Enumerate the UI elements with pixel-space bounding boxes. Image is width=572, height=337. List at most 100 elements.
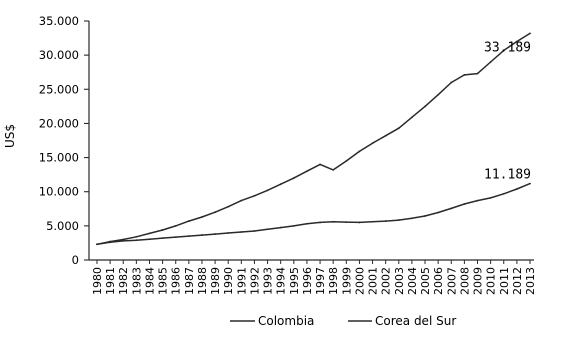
y-tick-label: 30.000: [39, 48, 79, 62]
data-point-colombia: [306, 222, 308, 225]
x-ticks: 1980 1981 1982 1983 1984 1985 1986 1987 1988 1989…: [91, 260, 537, 295]
data-point-colombia: [279, 226, 282, 229]
data-point-colombia: [476, 199, 479, 202]
data-point-colombia: [384, 220, 387, 222]
data-point-colombia: [424, 215, 426, 217]
x-tick-label: 2008: [458, 267, 471, 295]
data-point-corea-del-sur: [109, 240, 112, 243]
x-tick-label: 2006: [432, 267, 445, 295]
data-point-corea-del-sur: [502, 49, 505, 52]
data-point-colombia: [411, 217, 413, 220]
data-point-colombia: [148, 238, 151, 241]
data-point-corea-del-sur: [319, 163, 321, 166]
data-point-corea-del-sur: [371, 142, 374, 145]
x-tick-label: 1983: [130, 267, 143, 295]
y-axis-title: US$: [3, 124, 17, 148]
end-label-corea-del-sur: 33.189: [484, 40, 531, 55]
series-line-colombia: [96, 182, 531, 246]
data-point-corea-del-sur: [384, 134, 387, 137]
x-tick-label: 1993: [262, 267, 275, 295]
y-tick-label: 5.000: [46, 219, 79, 233]
y-tick-label: 10.000: [39, 185, 79, 199]
data-point-corea-del-sur: [450, 81, 453, 84]
data-point-colombia: [135, 239, 138, 242]
data-point-corea-del-sur: [437, 93, 440, 96]
data-point-colombia: [515, 188, 518, 190]
data-point-corea-del-sur: [292, 177, 295, 179]
x-tick-label: 1995: [288, 267, 301, 295]
data-point-colombia: [161, 237, 164, 240]
x-tick-label: 2005: [419, 267, 432, 295]
x-tick-label: 1987: [183, 267, 196, 295]
data-point-colombia: [174, 236, 177, 239]
data-point-corea-del-sur: [279, 183, 282, 186]
data-point-colombia: [187, 235, 190, 238]
x-tick-label: 1998: [327, 267, 340, 295]
y-tick-label: 25.000: [39, 82, 79, 96]
data-point-colombia: [240, 231, 243, 233]
data-point-corea-del-sur: [201, 216, 203, 218]
y-tick-label: 20.000: [39, 116, 79, 130]
data-point-colombia: [371, 220, 374, 223]
data-point-corea-del-sur: [358, 150, 361, 153]
data-point-corea-del-sur: [515, 40, 518, 43]
x-tick-label: 1997: [314, 267, 327, 295]
x-tick-label: 1980: [91, 267, 104, 295]
legend-label-colombia: Colombia: [258, 314, 314, 328]
y-axis: 0 5.000 10.000 15.000 20.000 25.000 30.000 35.0…: [39, 14, 90, 267]
data-point-colombia: [253, 230, 256, 232]
x-tick-label: 2002: [380, 267, 393, 295]
x-tick-label: 1981: [104, 267, 117, 295]
x-axis: 1980 1981 1982 1983 1984 1985 1986 1987 1988 1989…: [89, 259, 537, 295]
data-point-corea-del-sur: [306, 170, 308, 173]
x-tick-label: 1992: [248, 267, 261, 295]
data-point-colombia: [266, 228, 269, 231]
data-point-colombia: [437, 211, 440, 214]
data-point-colombia: [489, 196, 492, 199]
data-point-colombia: [345, 221, 348, 224]
data-point-corea-del-sur: [122, 238, 125, 241]
data-point-colombia: [397, 219, 400, 221]
data-point-colombia: [463, 203, 466, 205]
x-tick-label: 1999: [340, 267, 353, 295]
end-label-colombia: 11.189: [484, 168, 531, 183]
data-point-corea-del-sur: [227, 205, 230, 208]
data-point-colombia: [529, 182, 531, 185]
x-tick-label: 1985: [157, 267, 170, 295]
data-point-colombia: [122, 239, 125, 242]
data-point-corea-del-sur: [476, 72, 479, 75]
x-tick-label: 2003: [393, 267, 406, 295]
x-tick-label: 2012: [511, 267, 524, 295]
x-tick-label: 2001: [367, 267, 380, 295]
data-point-corea-del-sur: [345, 160, 348, 162]
data-point-corea-del-sur: [96, 243, 98, 246]
data-point-corea-del-sur: [174, 224, 177, 227]
x-tick-label: 1982: [117, 267, 130, 295]
data-point-colombia: [201, 234, 203, 236]
data-point-corea-del-sur: [397, 127, 400, 130]
data-point-corea-del-sur: [161, 229, 164, 231]
x-tick-label: 1988: [196, 267, 209, 295]
legend: Colombia Corea del Sur: [230, 314, 456, 328]
x-tick-label: 2013: [524, 267, 537, 295]
x-tick-label: 1986: [170, 267, 183, 295]
data-point-corea-del-sur: [489, 61, 492, 63]
x-tick-label: 2011: [498, 267, 511, 295]
data-point-colombia: [214, 233, 216, 235]
x-tick-label: 2009: [472, 267, 485, 295]
data-point-corea-del-sur: [463, 74, 466, 76]
data-point-colombia: [227, 232, 230, 234]
x-tick-label: 2007: [445, 267, 458, 295]
data-point-colombia: [358, 221, 361, 224]
data-point-corea-del-sur: [529, 32, 531, 35]
data-point-corea-del-sur: [266, 189, 269, 192]
x-tick-label: 1996: [301, 267, 314, 295]
series-line-corea-del-sur: [96, 32, 531, 246]
data-point-corea-del-sur: [332, 168, 335, 171]
legend-label-corea-del-sur: Corea del Sur: [375, 314, 456, 328]
x-tick-label: 2010: [485, 267, 498, 295]
data-point-corea-del-sur: [411, 116, 413, 119]
data-point-colombia: [332, 220, 335, 223]
x-tick-label: 1984: [143, 267, 156, 295]
